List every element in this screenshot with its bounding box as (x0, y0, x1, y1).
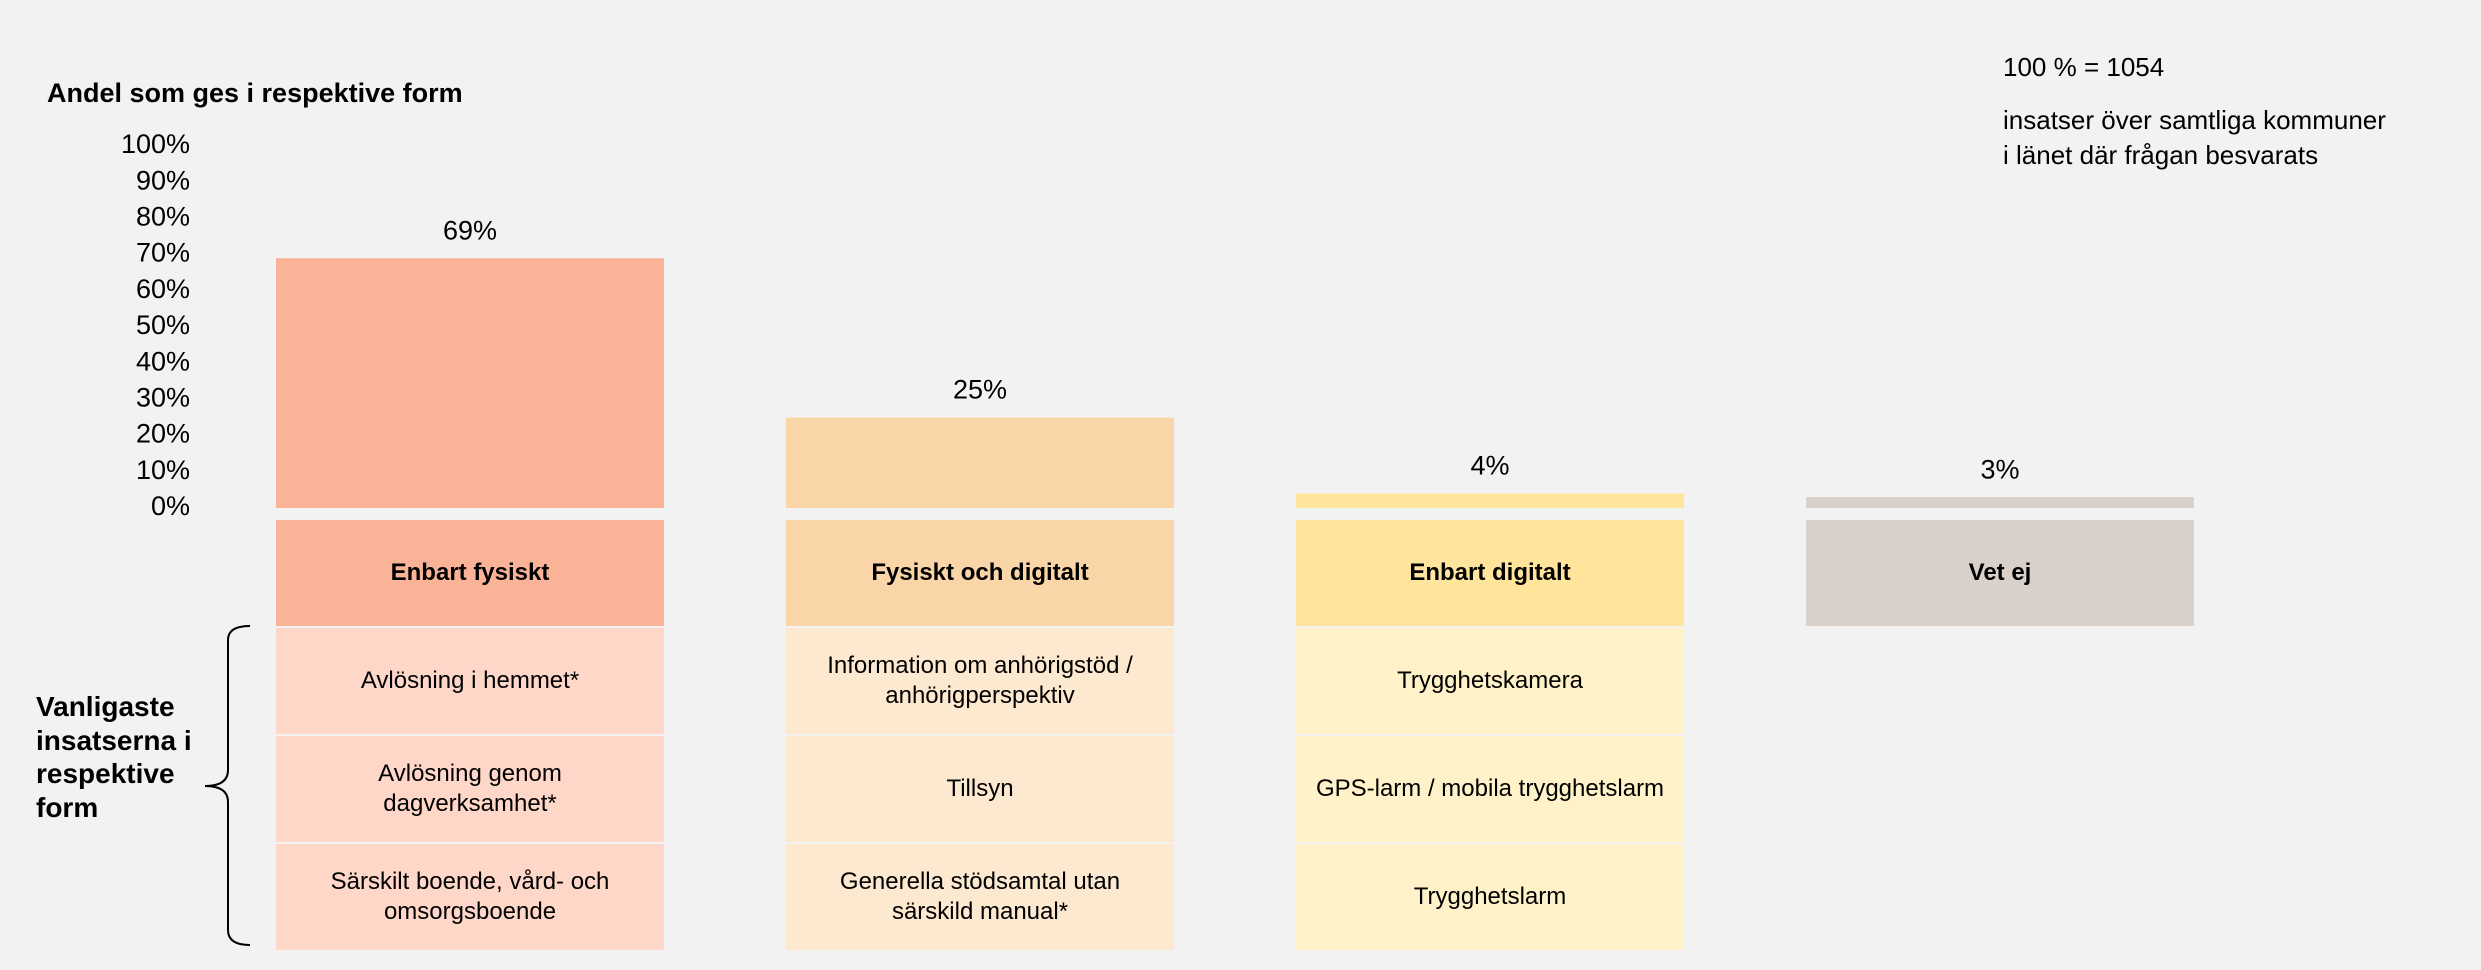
table-cell: GPS-larm / mobila trygghetslarm (1296, 736, 1684, 842)
brace (204, 625, 251, 946)
table-cell: Avlösning i hemmet* (276, 628, 664, 734)
value-label: 25% (953, 375, 1007, 405)
table-cell: Trygghetslarm (1296, 844, 1684, 950)
annotation-line: insatser över samtliga kommuner (2003, 105, 2386, 135)
y-tick-label: 50% (136, 310, 190, 340)
category-header: Vet ej (1806, 520, 2194, 626)
table-cell: Tillsyn (786, 736, 1174, 842)
y-tick-label: 70% (136, 238, 190, 268)
category-header: Fysiskt och digitalt (786, 520, 1174, 626)
value-label: 69% (443, 215, 497, 245)
value-label: 3% (1980, 454, 2019, 484)
y-tick-label: 90% (136, 165, 190, 195)
y-tick-label: 0% (151, 491, 190, 521)
table-cell: Avlösning genom dagverksamhet* (276, 736, 664, 842)
table-cell: Särskilt boende, vård- och omsorgsboende (276, 844, 664, 950)
bar (276, 258, 664, 508)
table-cell: Generella stödsamtal utan särskild manua… (786, 844, 1174, 950)
y-tick-label: 100% (121, 129, 190, 159)
bar (1806, 497, 2194, 508)
row-label: Vanligaste insatserna i respektive form (36, 691, 192, 823)
annotation-line: i länet där frågan besvarats (2003, 140, 2319, 170)
category-header: Enbart digitalt (1296, 520, 1684, 626)
table-cell: Information om anhörigstöd / anhörigpers… (786, 628, 1174, 734)
annotation-total: 100 % = 1054 (2003, 52, 2165, 82)
y-tick-label: 80% (136, 202, 190, 232)
bar (1296, 493, 1684, 508)
y-tick-label: 60% (136, 274, 190, 304)
value-label: 4% (1470, 451, 1509, 481)
y-tick-label: 40% (136, 346, 190, 376)
bar (786, 417, 1174, 508)
table-cell: Trygghetskamera (1296, 628, 1684, 734)
y-tick-label: 30% (136, 383, 190, 413)
category-header: Enbart fysiskt (276, 520, 664, 626)
y-tick-label: 10% (136, 455, 190, 485)
chart-title: Andel som ges i respektive form (47, 78, 463, 108)
y-tick-label: 20% (136, 419, 190, 449)
